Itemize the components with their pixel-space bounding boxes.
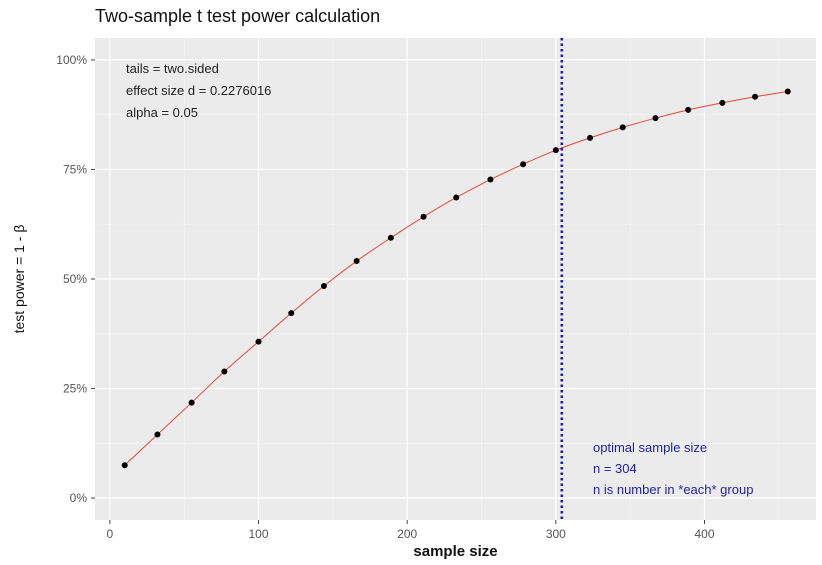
data-point [719, 99, 726, 106]
data-point [520, 161, 527, 168]
chart-title: Two-sample t test power calculation [95, 6, 381, 26]
x-tick-label: 200 [397, 527, 417, 541]
x-tick-label: 400 [694, 527, 714, 541]
y-tick-label: 25% [63, 382, 87, 396]
data-point [685, 106, 692, 113]
x-tick-label: 0 [107, 527, 114, 541]
data-points [121, 88, 791, 469]
x-axis-ticks: 0 100 200 300 400 [107, 520, 715, 541]
x-tick-label: 100 [249, 527, 269, 541]
optimal-text: n = 304 [593, 461, 637, 476]
y-tick-label: 75% [63, 162, 87, 176]
data-point [652, 115, 659, 122]
data-point [453, 194, 460, 201]
data-point [784, 88, 791, 95]
optimal-text: n is number in *each* group [593, 482, 753, 497]
data-point [320, 283, 327, 290]
data-point [121, 462, 128, 469]
data-point [420, 213, 427, 220]
x-tick-label: 300 [546, 527, 566, 541]
optimal-text: optimal sample size [593, 440, 707, 455]
data-point [288, 310, 295, 317]
data-point [221, 368, 228, 375]
y-axis-label: test power = 1 - β [11, 225, 27, 334]
data-point [154, 431, 161, 438]
data-point [255, 338, 262, 345]
parameter-text: effect size d = 0.2276016 [126, 83, 271, 98]
data-point [587, 134, 594, 141]
y-tick-label: 50% [63, 272, 87, 286]
data-point [487, 176, 494, 183]
x-axis-label: sample size [413, 543, 497, 560]
data-point [552, 147, 559, 154]
data-point [387, 234, 394, 241]
data-point [752, 93, 759, 100]
data-point [619, 124, 626, 131]
parameter-text: tails = two.sided [126, 61, 219, 76]
parameter-text: alpha = 0.05 [126, 105, 198, 120]
data-point [188, 399, 195, 406]
parameters-annotation: tails = two.sided effect size d = 0.22760… [126, 61, 271, 120]
major-gridlines [95, 38, 816, 520]
optimal-annotation: optimal sample size n = 304 n is number in… [593, 440, 753, 497]
y-tick-label: 0% [70, 491, 88, 505]
data-point [353, 258, 360, 265]
y-axis-ticks: 0% 25% 50% 75% 100% [56, 53, 95, 505]
y-tick-label: 100% [56, 53, 87, 67]
